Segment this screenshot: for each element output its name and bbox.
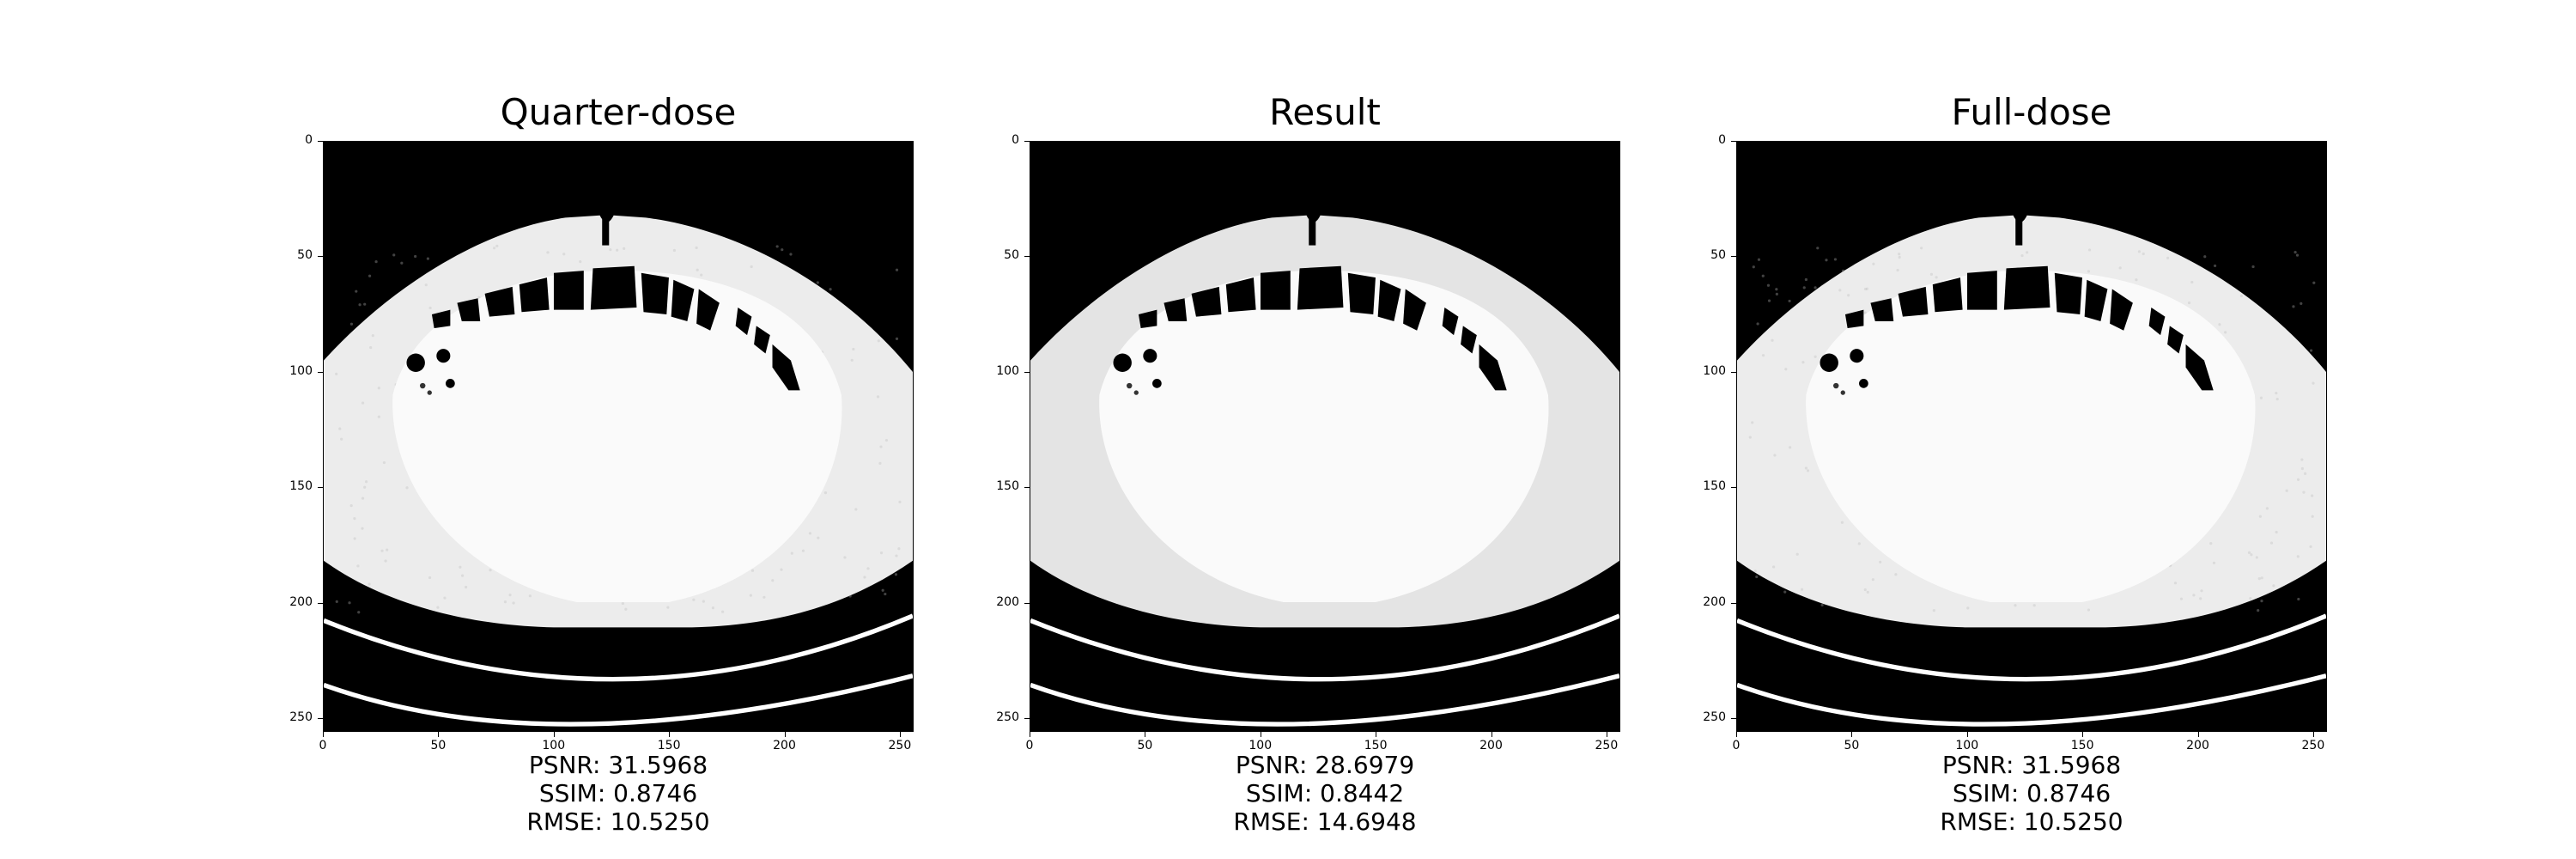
panel-title: Quarter-dose <box>323 94 914 131</box>
y-tick-mark <box>1731 141 1736 142</box>
y-tick-label: 150 <box>278 479 313 493</box>
ct-image <box>1736 141 2327 732</box>
metric-psnr: PSNR: 28.6979 <box>1030 751 1620 779</box>
panel-full-dose: Full-dose 0 50 100 150 200 250 0 50 100 150 200 250… <box>1645 0 2418 859</box>
y-tick-label: 200 <box>1692 595 1726 609</box>
x-tick-mark <box>669 732 670 737</box>
x-tick-mark <box>1851 732 1852 737</box>
y-tick-mark <box>1024 603 1030 604</box>
x-tick-mark <box>554 732 555 737</box>
y-tick-mark <box>1024 718 1030 719</box>
y-tick-label: 250 <box>1692 710 1726 724</box>
y-tick-label: 100 <box>278 364 313 378</box>
y-tick-label: 0 <box>278 133 313 147</box>
y-tick-label: 0 <box>1692 133 1726 147</box>
y-tick-mark <box>318 141 323 142</box>
y-tick-mark <box>1731 372 1736 373</box>
panel-quarter-dose: Quarter-dose 0 50 100 150 200 250 0 50 100 150 200… <box>232 0 1005 859</box>
y-tick-mark <box>1731 718 1736 719</box>
y-tick-mark <box>318 372 323 373</box>
metric-rmse: RMSE: 10.5250 <box>323 807 914 836</box>
metric-ssim: SSIM: 0.8746 <box>323 779 914 807</box>
metric-ssim: SSIM: 0.8442 <box>1030 779 1620 807</box>
y-tick-label: 200 <box>985 595 1019 609</box>
metrics-block: PSNR: 31.5968 SSIM: 0.8746 RMSE: 10.5250 <box>1736 751 2327 836</box>
metric-ssim: SSIM: 0.8746 <box>1736 779 2327 807</box>
metric-psnr: PSNR: 31.5968 <box>1736 751 2327 779</box>
x-tick-mark <box>438 732 439 737</box>
y-tick-label: 50 <box>278 248 313 262</box>
y-tick-mark <box>1024 487 1030 488</box>
metric-rmse: RMSE: 10.5250 <box>1736 807 2327 836</box>
y-tick-label: 50 <box>985 248 1019 262</box>
y-tick-label: 250 <box>985 710 1019 724</box>
x-tick-mark <box>1967 732 1968 737</box>
panel-title: Full-dose <box>1736 94 2327 131</box>
y-tick-label: 100 <box>1692 364 1726 378</box>
y-tick-label: 150 <box>1692 479 1726 493</box>
ct-image <box>1030 141 1620 732</box>
x-tick-mark <box>785 732 786 737</box>
x-tick-mark <box>900 732 901 737</box>
y-tick-mark <box>318 603 323 604</box>
y-tick-label: 250 <box>278 710 313 724</box>
y-tick-label: 100 <box>985 364 1019 378</box>
y-tick-mark <box>318 256 323 257</box>
metrics-block: PSNR: 28.6979 SSIM: 0.8442 RMSE: 14.6948 <box>1030 751 1620 836</box>
y-tick-mark <box>318 487 323 488</box>
metrics-block: PSNR: 31.5968 SSIM: 0.8746 RMSE: 10.5250 <box>323 751 914 836</box>
x-tick-mark <box>2313 732 2314 737</box>
y-tick-mark <box>1024 141 1030 142</box>
y-tick-label: 50 <box>1692 248 1726 262</box>
y-tick-mark <box>1731 487 1736 488</box>
y-tick-label: 150 <box>985 479 1019 493</box>
panel-title: Result <box>1030 94 1620 131</box>
panel-result: Result 0 50 100 150 200 250 0 50 100 150 200 250 PSN… <box>939 0 1711 859</box>
y-tick-label: 0 <box>985 133 1019 147</box>
y-tick-mark <box>1024 372 1030 373</box>
y-tick-mark <box>1731 603 1736 604</box>
metric-psnr: PSNR: 31.5968 <box>323 751 914 779</box>
x-tick-mark <box>323 732 324 737</box>
y-tick-mark <box>1731 256 1736 257</box>
ct-image <box>323 141 914 732</box>
y-tick-mark <box>318 718 323 719</box>
x-tick-mark <box>2198 732 2199 737</box>
y-tick-label: 200 <box>278 595 313 609</box>
x-tick-mark <box>1736 732 1737 737</box>
x-tick-mark <box>2082 732 2083 737</box>
y-tick-mark <box>1024 256 1030 257</box>
metric-rmse: RMSE: 14.6948 <box>1030 807 1620 836</box>
